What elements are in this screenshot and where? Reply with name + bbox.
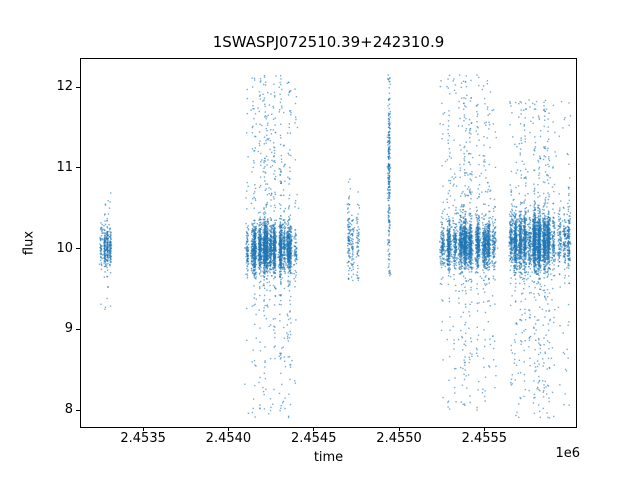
y-tick-mark [76,328,80,330]
plot-area [80,58,577,428]
x-tick-mark [227,427,229,431]
x-tick-label: 2.4555 [461,431,508,446]
y-tick-label: 11 [56,159,73,175]
y-tick-mark [76,167,80,169]
x-tick-mark [142,427,144,431]
scatter-points-canvas [81,59,576,427]
x-tick-label: 2.4545 [290,431,337,446]
x-axis-label: time [313,450,344,465]
chart-title: 1SWASPJ072510.39+242310.9 [212,33,445,51]
y-tick-mark [76,86,80,88]
x-tick-mark [398,427,400,431]
y-tick-label: 10 [56,240,73,256]
x-tick-label: 2.4540 [205,431,252,446]
y-tick-mark [76,248,80,250]
x-tick-mark [483,427,485,431]
y-tick-label: 9 [64,321,73,337]
y-tick-mark [76,409,80,411]
y-axis-label: flux [21,230,37,256]
y-tick-label: 8 [64,402,73,418]
y-tick-label: 12 [56,79,73,95]
x-tick-label: 2.4550 [376,431,422,446]
x-axis-offset-label: 1e6 [555,446,580,461]
x-tick-mark [313,427,315,431]
x-tick-label: 2.4535 [120,431,166,446]
